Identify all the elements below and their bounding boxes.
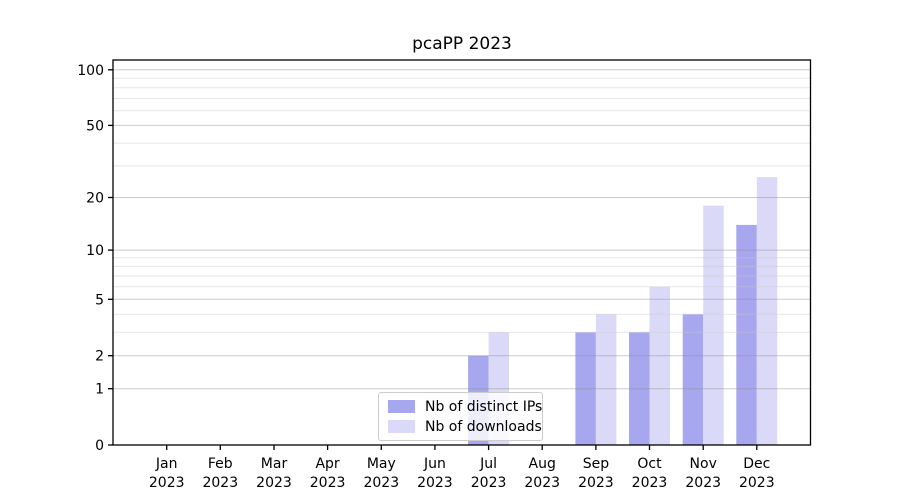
x-tick-label: Jun 2023 — [417, 456, 453, 491]
legend-swatch-downloads — [388, 420, 415, 433]
bar-ips-dec[interactable] — [736, 224, 757, 445]
plot-border — [112, 59, 812, 446]
x-tick-label: Dec 2023 — [739, 456, 775, 491]
x-tick-label: Jul 2023 — [471, 456, 507, 491]
bar-downloads-sep[interactable] — [595, 314, 617, 445]
legend-label-distinct-ips: Nb of distinct IPs — [425, 398, 543, 415]
y-tick-label: 100 — [77, 63, 104, 79]
bar-ips-oct[interactable] — [629, 332, 650, 445]
x-tick-label: Mar 2023 — [256, 456, 292, 491]
y-tick-label: 2 — [95, 349, 104, 365]
y-tick-label: 0 — [95, 438, 104, 454]
x-tick-label: Oct 2023 — [632, 456, 668, 491]
legend-item-distinct-ips: Nb of distinct IPs — [388, 398, 542, 415]
legend-swatch-distinct-ips — [388, 400, 415, 413]
y-tick-label: 10 — [86, 243, 104, 259]
x-tick-label: Aug 2023 — [524, 456, 560, 491]
x-tick-label: May 2023 — [363, 456, 399, 491]
legend-label-downloads: Nb of downloads — [425, 418, 542, 435]
y-tick-label: 20 — [86, 191, 104, 207]
y-tick-label: 5 — [95, 292, 104, 308]
x-tick-label: Sep 2023 — [578, 456, 614, 491]
y-tick-label: 1 — [95, 382, 104, 398]
chart-title: pcaPP 2023 — [412, 34, 512, 54]
legend: Nb of distinct IPs Nb of downloads — [378, 392, 543, 441]
x-tick-label: Feb 2023 — [202, 456, 238, 491]
bar-downloads-oct[interactable] — [649, 286, 671, 445]
legend-item-downloads: Nb of downloads — [388, 418, 542, 435]
y-tick-label: 50 — [86, 118, 104, 134]
x-tick-label: Apr 2023 — [310, 456, 346, 491]
bar-ips-sep[interactable] — [575, 332, 596, 445]
x-tick-label: Jan 2023 — [149, 456, 185, 491]
x-tick-label: Nov 2023 — [685, 456, 721, 491]
bar-ips-nov[interactable] — [682, 314, 704, 445]
bar-downloads-dec[interactable] — [756, 177, 778, 445]
bar-downloads-nov[interactable] — [703, 205, 724, 445]
